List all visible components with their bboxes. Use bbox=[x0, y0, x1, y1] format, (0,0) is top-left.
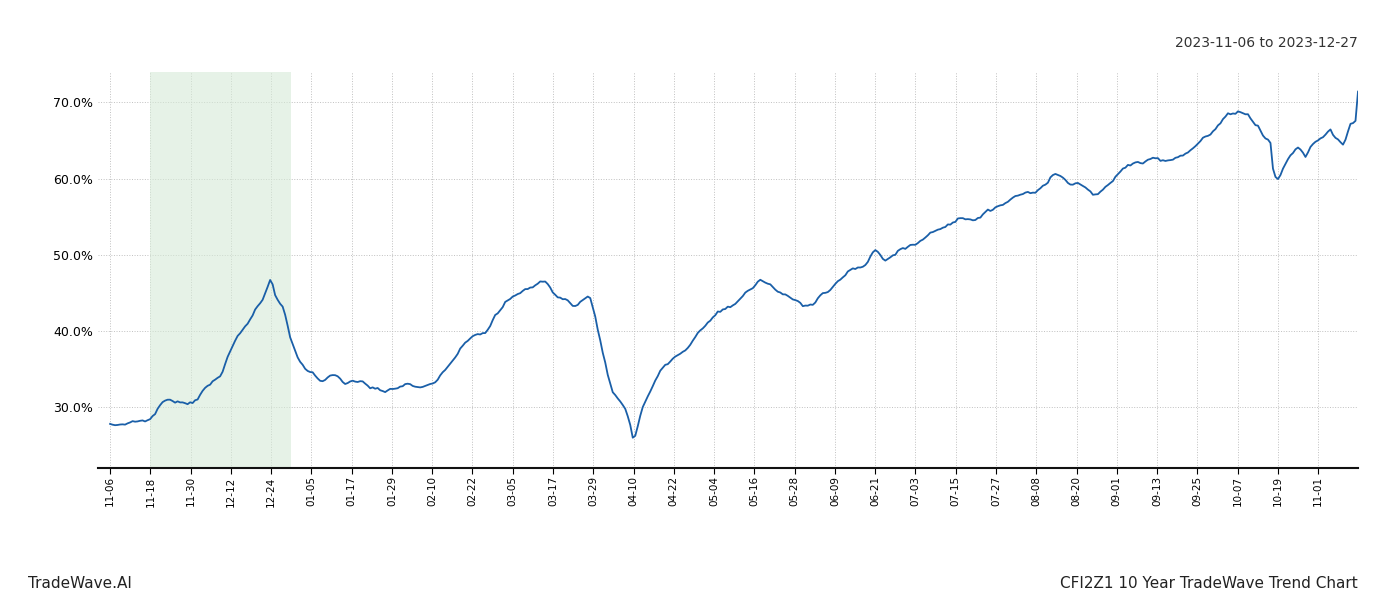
Bar bbox=[150, 72, 291, 468]
Text: CFI2Z1 10 Year TradeWave Trend Chart: CFI2Z1 10 Year TradeWave Trend Chart bbox=[1060, 576, 1358, 591]
Text: 2023-11-06 to 2023-12-27: 2023-11-06 to 2023-12-27 bbox=[1175, 36, 1358, 50]
Text: TradeWave.AI: TradeWave.AI bbox=[28, 576, 132, 591]
